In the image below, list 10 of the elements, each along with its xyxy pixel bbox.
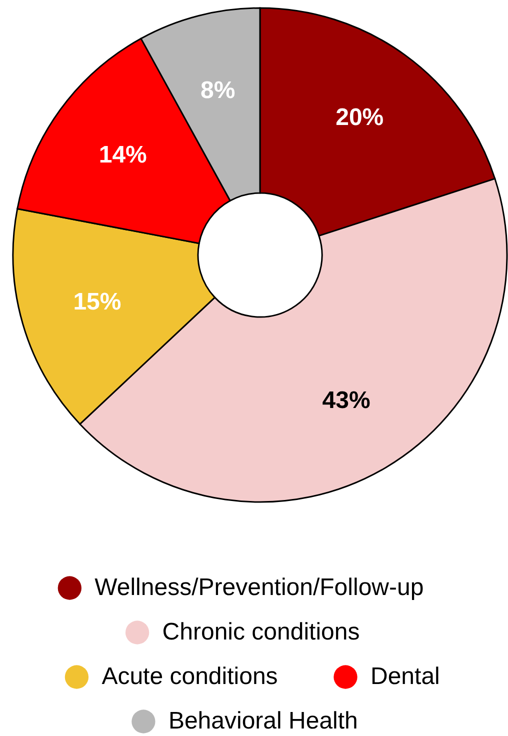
- legend-label: Behavioral Health: [168, 708, 358, 734]
- data-label: 43%: [322, 386, 370, 414]
- legend-label: Wellness/Prevention/Follow-up: [94, 574, 424, 601]
- data-label: 20%: [336, 104, 384, 131]
- data-label: 15%: [73, 288, 122, 316]
- legend-label: Dental: [370, 663, 440, 690]
- data-label: 8%: [200, 76, 236, 104]
- legend-label: Acute conditions: [102, 663, 278, 690]
- legend-label: Chronic conditions: [162, 618, 360, 646]
- data-label: 14%: [98, 141, 147, 168]
